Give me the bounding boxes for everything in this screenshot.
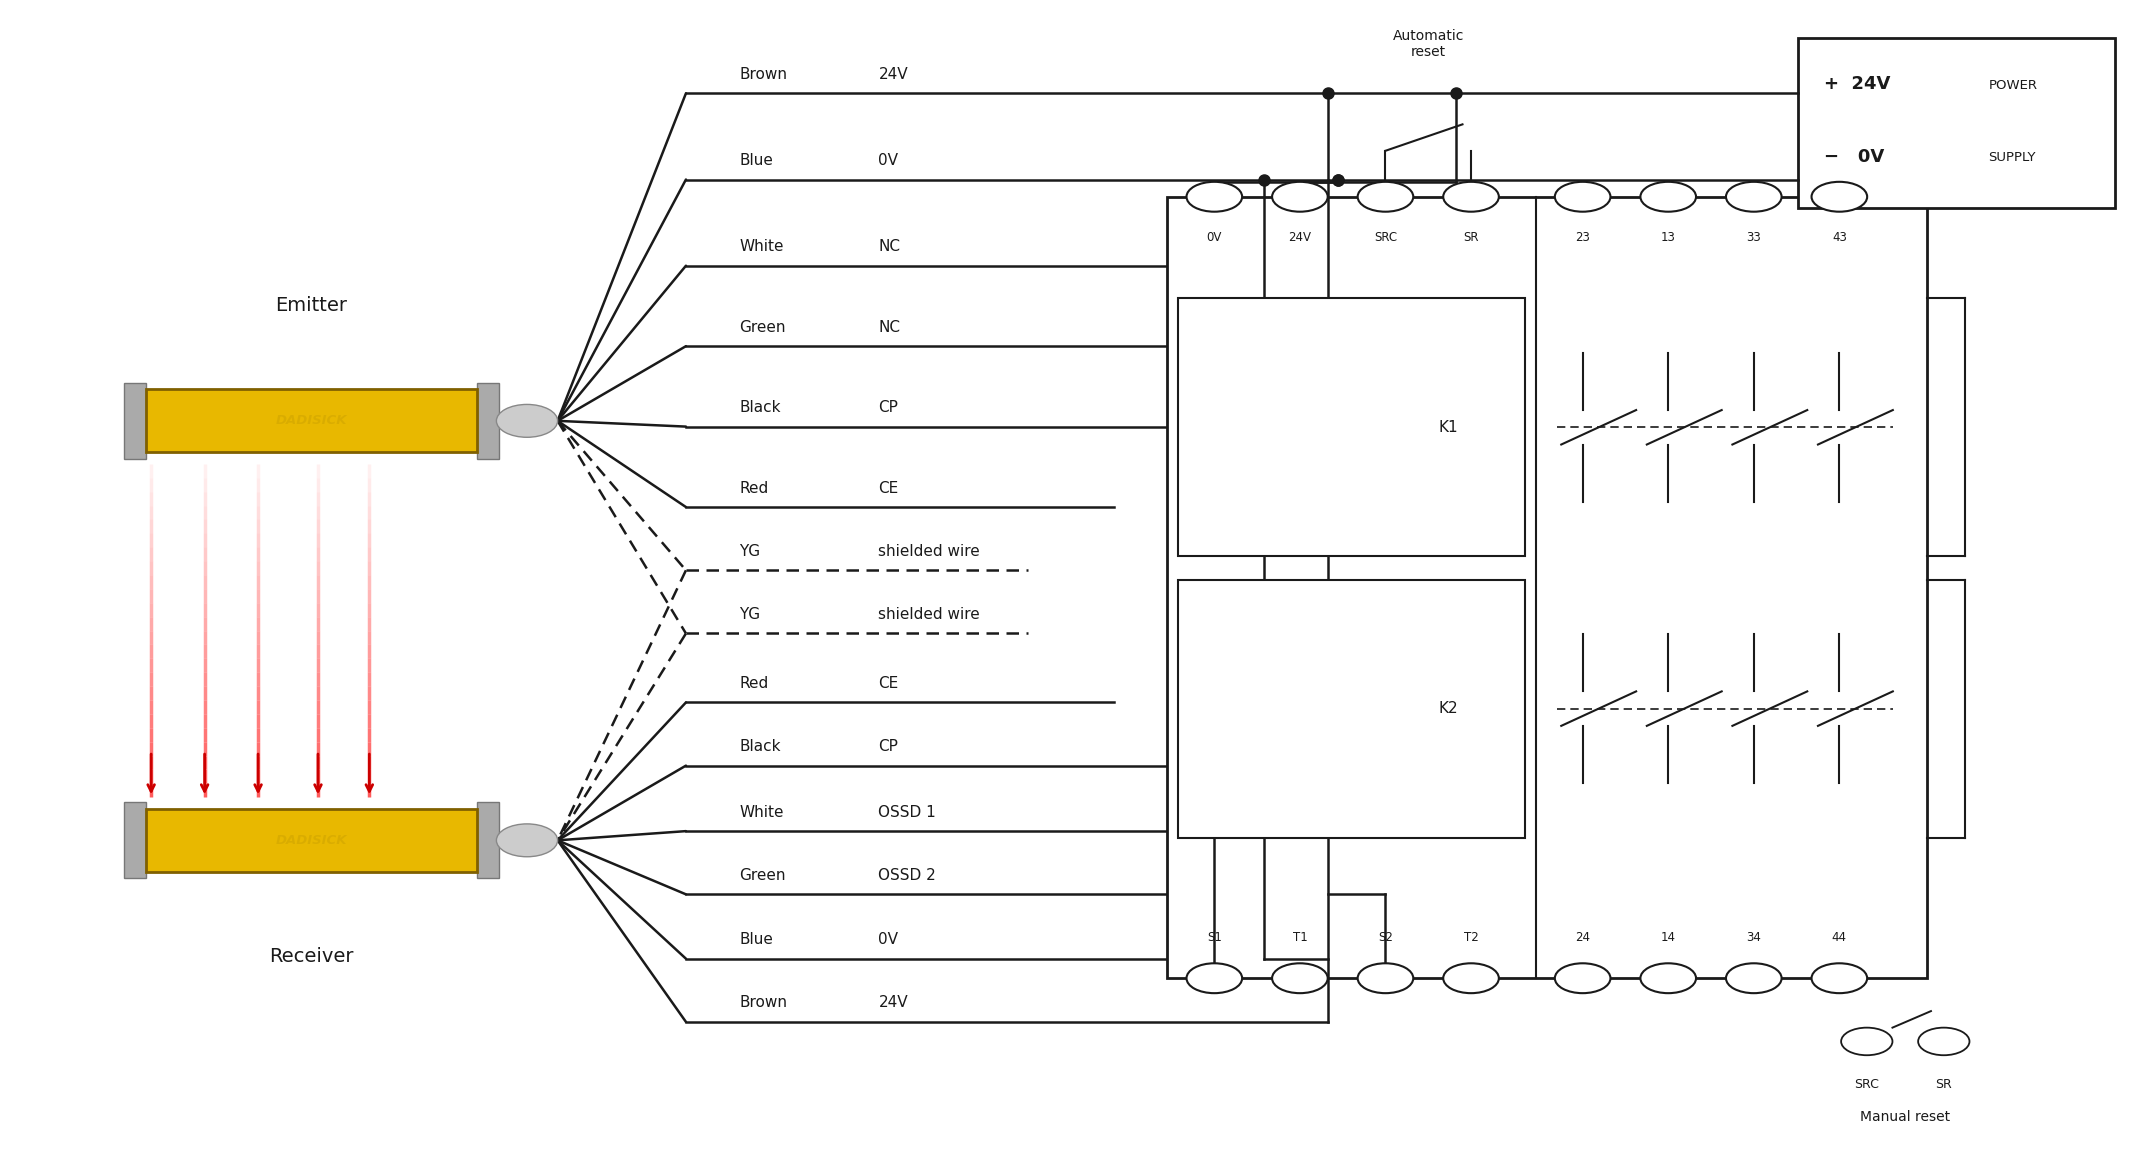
Text: S2: S2 bbox=[1377, 931, 1392, 943]
Text: NC: NC bbox=[878, 319, 900, 335]
Circle shape bbox=[1555, 182, 1611, 212]
Circle shape bbox=[1641, 963, 1696, 993]
Text: Manual reset: Manual reset bbox=[1859, 1111, 1951, 1124]
Text: White: White bbox=[739, 240, 784, 255]
Text: SR: SR bbox=[1936, 1078, 1951, 1091]
Text: 34: 34 bbox=[1746, 931, 1761, 943]
Text: 24V: 24V bbox=[1287, 232, 1311, 244]
Circle shape bbox=[1812, 182, 1868, 212]
Text: POWER: POWER bbox=[1988, 79, 2037, 92]
Circle shape bbox=[1812, 963, 1868, 993]
Bar bbox=[146, 809, 478, 872]
Text: 24V: 24V bbox=[878, 995, 908, 1010]
Text: shielded wire: shielded wire bbox=[878, 607, 981, 622]
Text: 13: 13 bbox=[1660, 232, 1675, 244]
Circle shape bbox=[1272, 182, 1328, 212]
Circle shape bbox=[1187, 182, 1242, 212]
Text: K1: K1 bbox=[1439, 419, 1459, 434]
Text: shielded wire: shielded wire bbox=[878, 544, 981, 559]
Text: K2: K2 bbox=[1439, 702, 1459, 717]
Circle shape bbox=[1917, 1028, 1968, 1055]
Bar bbox=[146, 389, 478, 453]
Circle shape bbox=[1842, 1028, 1894, 1055]
Circle shape bbox=[1444, 963, 1499, 993]
Text: Receiver: Receiver bbox=[270, 947, 353, 965]
Text: −   0V: − 0V bbox=[1825, 149, 1885, 166]
Text: White: White bbox=[739, 804, 784, 819]
Circle shape bbox=[1444, 182, 1499, 212]
Text: Blue: Blue bbox=[739, 153, 773, 168]
Text: Brown: Brown bbox=[739, 995, 788, 1010]
Text: S1: S1 bbox=[1206, 931, 1221, 943]
Bar bbox=[1178, 298, 1525, 556]
Circle shape bbox=[1726, 963, 1782, 993]
Text: SR: SR bbox=[1463, 232, 1478, 244]
Text: Brown: Brown bbox=[739, 67, 788, 82]
Circle shape bbox=[1358, 963, 1414, 993]
Bar bbox=[1799, 38, 2114, 209]
Text: T1: T1 bbox=[1292, 931, 1307, 943]
Text: YG: YG bbox=[739, 544, 760, 559]
Circle shape bbox=[1358, 182, 1414, 212]
Text: CP: CP bbox=[878, 400, 897, 415]
Text: 0V: 0V bbox=[1206, 232, 1223, 244]
Circle shape bbox=[1641, 182, 1696, 212]
Text: SRC: SRC bbox=[1373, 232, 1397, 244]
Bar bbox=[1167, 197, 1926, 978]
Text: Emitter: Emitter bbox=[276, 296, 347, 314]
Text: CE: CE bbox=[878, 480, 900, 495]
Bar bbox=[124, 803, 146, 878]
Text: 14: 14 bbox=[1660, 931, 1675, 943]
Text: Blue: Blue bbox=[739, 932, 773, 947]
Text: 44: 44 bbox=[1831, 931, 1846, 943]
Circle shape bbox=[497, 404, 557, 438]
Text: Red: Red bbox=[739, 676, 769, 691]
Circle shape bbox=[1555, 963, 1611, 993]
Bar bbox=[478, 382, 499, 458]
Text: Red: Red bbox=[739, 480, 769, 495]
Bar bbox=[124, 382, 146, 458]
Text: DADISICK: DADISICK bbox=[276, 415, 347, 427]
Text: Black: Black bbox=[739, 740, 782, 755]
Text: Green: Green bbox=[739, 319, 786, 335]
Text: YG: YG bbox=[739, 607, 760, 622]
Text: +  24V: + 24V bbox=[1825, 75, 1891, 93]
Text: CP: CP bbox=[878, 740, 897, 755]
Text: 33: 33 bbox=[1746, 232, 1761, 244]
Circle shape bbox=[1272, 963, 1328, 993]
Text: 0V: 0V bbox=[878, 153, 897, 168]
Text: T2: T2 bbox=[1463, 931, 1478, 943]
Text: NC: NC bbox=[878, 240, 900, 255]
Text: 43: 43 bbox=[1831, 232, 1846, 244]
Circle shape bbox=[497, 824, 557, 857]
Bar bbox=[1178, 579, 1525, 838]
Text: Green: Green bbox=[739, 867, 786, 882]
Text: DADISICK: DADISICK bbox=[276, 834, 347, 847]
Circle shape bbox=[1187, 963, 1242, 993]
Text: 24: 24 bbox=[1574, 931, 1589, 943]
Circle shape bbox=[1726, 182, 1782, 212]
Bar bbox=[478, 803, 499, 878]
Text: OSSD 2: OSSD 2 bbox=[878, 867, 936, 882]
Text: OSSD 1: OSSD 1 bbox=[878, 804, 936, 819]
Text: Automatic
reset: Automatic reset bbox=[1392, 29, 1463, 59]
Text: 0V: 0V bbox=[878, 932, 897, 947]
Text: 23: 23 bbox=[1574, 232, 1589, 244]
Text: SUPPLY: SUPPLY bbox=[1988, 151, 2035, 164]
Text: SRC: SRC bbox=[1855, 1078, 1879, 1091]
Text: Black: Black bbox=[739, 400, 782, 415]
Text: CE: CE bbox=[878, 676, 900, 691]
Text: 24V: 24V bbox=[878, 67, 908, 82]
